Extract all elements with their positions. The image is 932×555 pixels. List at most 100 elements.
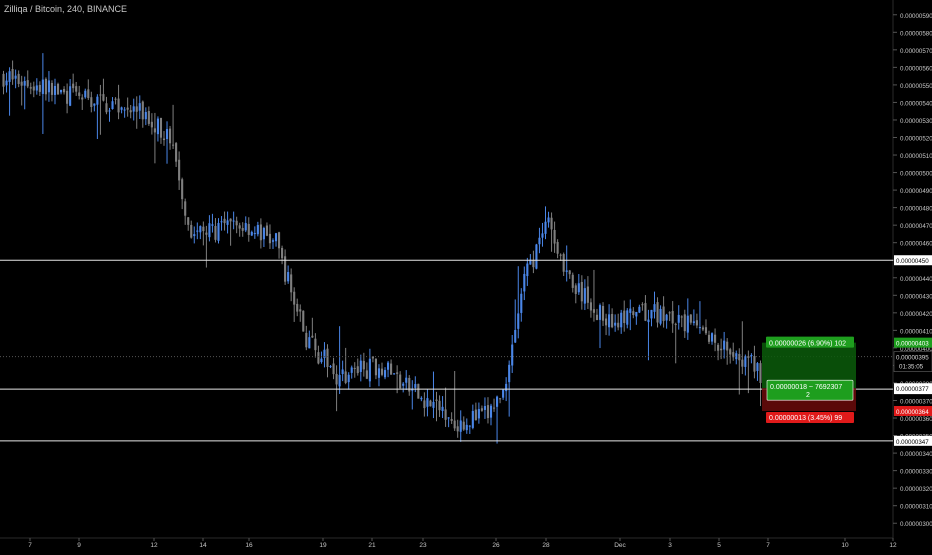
candle-body [226,220,229,225]
candle-body [411,388,414,391]
price-tick-label: 0.00000340 [900,451,932,458]
candle-body [305,332,308,348]
candle-body [505,383,508,392]
time-tick-label: 19 [319,542,327,549]
candle-body [78,92,81,96]
candle-body [14,75,17,79]
candle-body [59,89,63,93]
candle-body [347,374,350,383]
candle-body [359,360,362,372]
candle-body [759,363,762,383]
candle-body [20,81,23,86]
candle-body [683,314,686,332]
entry-price-badge-label: 0.00000377 [896,386,929,393]
candle-body [114,98,117,100]
candle-body [441,406,444,412]
candle-body [450,418,453,421]
candle-body [193,234,196,237]
time-tick-label: 9 [77,542,81,549]
candle-body [689,314,692,323]
candle-body [181,179,184,200]
candle-body [638,306,641,313]
candle-body [105,103,108,113]
candle-body [698,327,701,329]
candle-body [235,220,238,226]
candle-body [753,356,756,372]
candle-body [50,82,54,95]
candle-body [368,358,371,382]
candle-body [108,110,111,112]
profit-label-box [766,336,854,348]
candle-body [217,222,220,241]
candle-body [168,128,172,144]
candle-body [371,356,374,359]
candle-body [326,348,329,367]
candle-body [674,323,677,325]
candle-body [717,344,720,351]
candle-body [653,304,656,312]
price-tick-label: 0.00000400 [900,346,932,353]
target-price-badge-label: 0.00000403 [896,341,929,348]
candle-body [462,421,465,430]
candle-body [277,232,281,249]
candle-body [72,83,75,89]
candle-body [196,230,199,232]
entry-label-box [766,379,854,401]
candle-body [356,366,359,374]
candle-body [229,218,232,222]
candle-body [677,314,680,323]
candle-body [153,128,156,133]
candle-body [456,426,459,432]
candle-body [438,400,441,411]
candle-body [365,370,368,379]
candle-body [580,281,583,302]
candle-body [90,97,93,108]
current-price-badge-label: 0.00000395 [896,355,929,362]
candle-body [341,369,344,375]
candle-body [647,319,650,323]
price-tick-label: 0.00000410 [900,328,932,335]
candle-body [44,78,47,95]
candle-body [187,217,190,225]
candle-body [562,254,565,272]
candle-body [102,94,105,101]
entry-label-line1: 0.00000018 ~ 7692307 [770,384,842,391]
price-tick-label: 0.00000300 [900,521,932,528]
candle-body [87,89,90,99]
candle-body [714,334,717,343]
candle-body [550,217,553,230]
candle-body [526,263,529,277]
candle-body [489,405,493,418]
price-tick-label: 0.00000330 [900,469,932,476]
candle-body [244,223,247,231]
candle-body [362,360,365,370]
candle-body [408,377,411,392]
candle-body [35,85,38,91]
candle-body [274,233,278,242]
candle-body [308,337,311,349]
entry-label-line2: 2 [806,392,810,399]
candle-body [156,118,159,135]
candle-body [238,225,241,229]
candle-body [175,143,178,162]
price-tick-label: 0.00000420 [900,311,932,318]
price-tick-label: 0.00000530 [900,118,932,125]
loss-label-box [766,412,854,424]
candle-body [459,420,462,432]
candle-body [41,79,44,94]
candle-body [553,229,556,244]
candle-body [320,358,323,363]
candle-body [756,363,759,371]
candle-body [287,272,290,282]
candle-body [729,349,732,355]
bar-countdown-label: 01:35:05 [899,364,924,371]
price-tick-label: 0.00000500 [900,171,932,178]
hline-price-badge-label: 0.00000450 [896,258,929,265]
candle-body [492,407,496,409]
price-tick-label: 0.00000590 [900,13,932,20]
price-tick-label: 0.00000570 [900,48,932,55]
candle-body [281,247,284,259]
